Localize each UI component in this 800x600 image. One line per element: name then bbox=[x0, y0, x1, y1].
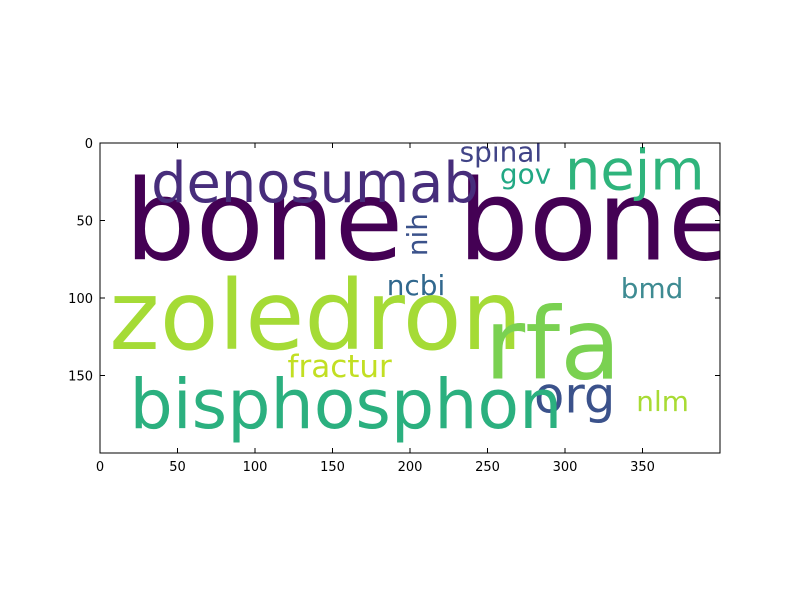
y-tick-label-0: 0 bbox=[85, 137, 93, 152]
word-bmd: bmd bbox=[621, 272, 684, 305]
word-org: org bbox=[534, 367, 615, 425]
x-tick-label-350: 350 bbox=[630, 460, 655, 475]
x-tick-label-0: 0 bbox=[96, 460, 104, 475]
x-tick-label-300: 300 bbox=[553, 460, 578, 475]
word-rfa: rfa bbox=[484, 288, 620, 403]
word-nejm: nejm bbox=[565, 139, 705, 204]
word-bone: bone bbox=[125, 156, 404, 286]
word-bisphosphon: bisphosphon bbox=[129, 366, 562, 445]
x-tick-label-150: 150 bbox=[320, 460, 345, 475]
word-bone: bone bbox=[458, 156, 737, 286]
y-tick-label-50: 50 bbox=[76, 215, 93, 230]
x-tick-label-50: 50 bbox=[169, 460, 186, 475]
word-zoledron: zoledron bbox=[109, 260, 522, 372]
word-nih: nih bbox=[401, 213, 434, 256]
y-tick-label-100: 100 bbox=[68, 292, 93, 307]
ticks-layer: 0 50 100 150 200 250 300 350 0 50 100 150 bbox=[68, 137, 720, 475]
word-ncbi: ncbi bbox=[387, 269, 445, 302]
word-nlm: nlm bbox=[636, 385, 689, 418]
y-tick-label-150: 150 bbox=[68, 370, 93, 385]
x-tick-label-100: 100 bbox=[243, 460, 268, 475]
word-spinal: spinal bbox=[460, 136, 543, 169]
x-tick-label-250: 250 bbox=[475, 460, 500, 475]
word-gov: gov bbox=[500, 157, 551, 190]
x-tick-label-200: 200 bbox=[398, 460, 423, 475]
word-fractur: fractur bbox=[288, 349, 393, 385]
word-denosumab: denosumab bbox=[151, 151, 479, 216]
